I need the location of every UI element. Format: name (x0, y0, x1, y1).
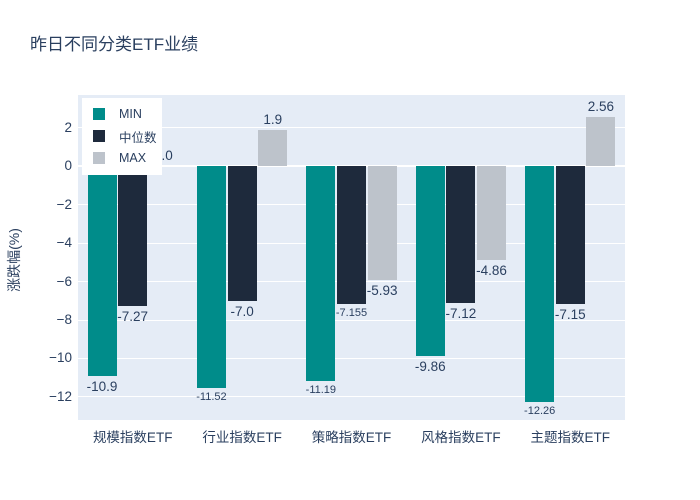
grid-line (78, 319, 625, 321)
legend-swatch-min (93, 108, 105, 120)
grid-line (78, 127, 625, 129)
chart-title: 昨日不同分类ETF业绩 (30, 35, 199, 54)
bar-min-2 (306, 166, 336, 382)
y-tick-label: −2 (56, 196, 72, 212)
bar-median-3 (446, 166, 476, 304)
bar-max-2 (367, 166, 397, 281)
bar-max-1 (258, 129, 288, 167)
grid-line (78, 357, 625, 359)
bar-value-label-min-1: -11.52 (196, 390, 227, 403)
bar-min-0 (87, 166, 117, 376)
bar-value-label-min-2: -11.19 (305, 384, 337, 397)
bar-max-4 (586, 117, 616, 167)
y-tick-label: −4 (56, 235, 72, 251)
bar-value-label-min-3: -9.86 (414, 358, 446, 374)
legend-item-max[interactable]: MAX (82, 147, 162, 169)
bar-value-label-min-4: -12.26 (524, 404, 556, 417)
bar-value-label-median-1: -7.0 (230, 303, 254, 319)
legend-label-median: 中位数 (119, 130, 157, 145)
legend-swatch-median (93, 130, 105, 142)
x-tick-label: 策略指数ETF (311, 430, 392, 445)
bar-value-label-median-2: -7.155 (335, 306, 368, 319)
x-tick-label: 行业指数ETF (202, 430, 282, 445)
bar-value-label-max-4: 2.56 (587, 99, 615, 115)
bar-value-label-median-4: -7.15 (554, 306, 586, 322)
y-tick-label: 0 (64, 158, 72, 174)
bar-value-label-median-3: -7.12 (445, 306, 477, 322)
y-tick-label: −12 (49, 388, 72, 404)
legend-label-max: MAX (119, 151, 147, 165)
grid-line (78, 396, 625, 398)
y-tick-label: −8 (56, 312, 72, 328)
legend: MIN 中位数 MAX (82, 98, 162, 175)
bar-median-2 (336, 166, 367, 304)
bar-median-4 (555, 166, 585, 304)
bar-min-3 (415, 166, 445, 356)
bar-value-label-min-0: -10.9 (86, 378, 118, 394)
legend-label-min: MIN (119, 107, 142, 121)
bar-value-label-max-1: 1.9 (263, 111, 283, 127)
plot-area (78, 95, 625, 420)
legend-item-median[interactable]: 中位数 (82, 125, 162, 147)
bar-value-label-max-3: -4.86 (476, 262, 507, 278)
bar-value-label-max-2: -5.93 (366, 283, 398, 299)
bar-median-1 (227, 166, 257, 301)
x-tick-label: 规模指数ETF (92, 430, 173, 445)
legend-item-min[interactable]: MIN (82, 103, 162, 125)
bar-median-0 (118, 166, 148, 307)
legend-swatch-max (93, 152, 105, 164)
x-tick-label: 主题指数ETF (530, 430, 611, 445)
y-tick-label: −6 (56, 273, 72, 289)
bar-max-3 (476, 166, 507, 260)
bar-min-1 (196, 166, 227, 388)
y-tick-label: −10 (49, 350, 72, 366)
y-tick-label: 2 (64, 119, 72, 135)
y-axis-title: 涨跌幅(%) (6, 228, 22, 292)
x-tick-label: 风格指数ETF (421, 430, 501, 445)
bar-value-label-median-0: -7.27 (117, 309, 149, 325)
bar-min-4 (525, 166, 555, 402)
